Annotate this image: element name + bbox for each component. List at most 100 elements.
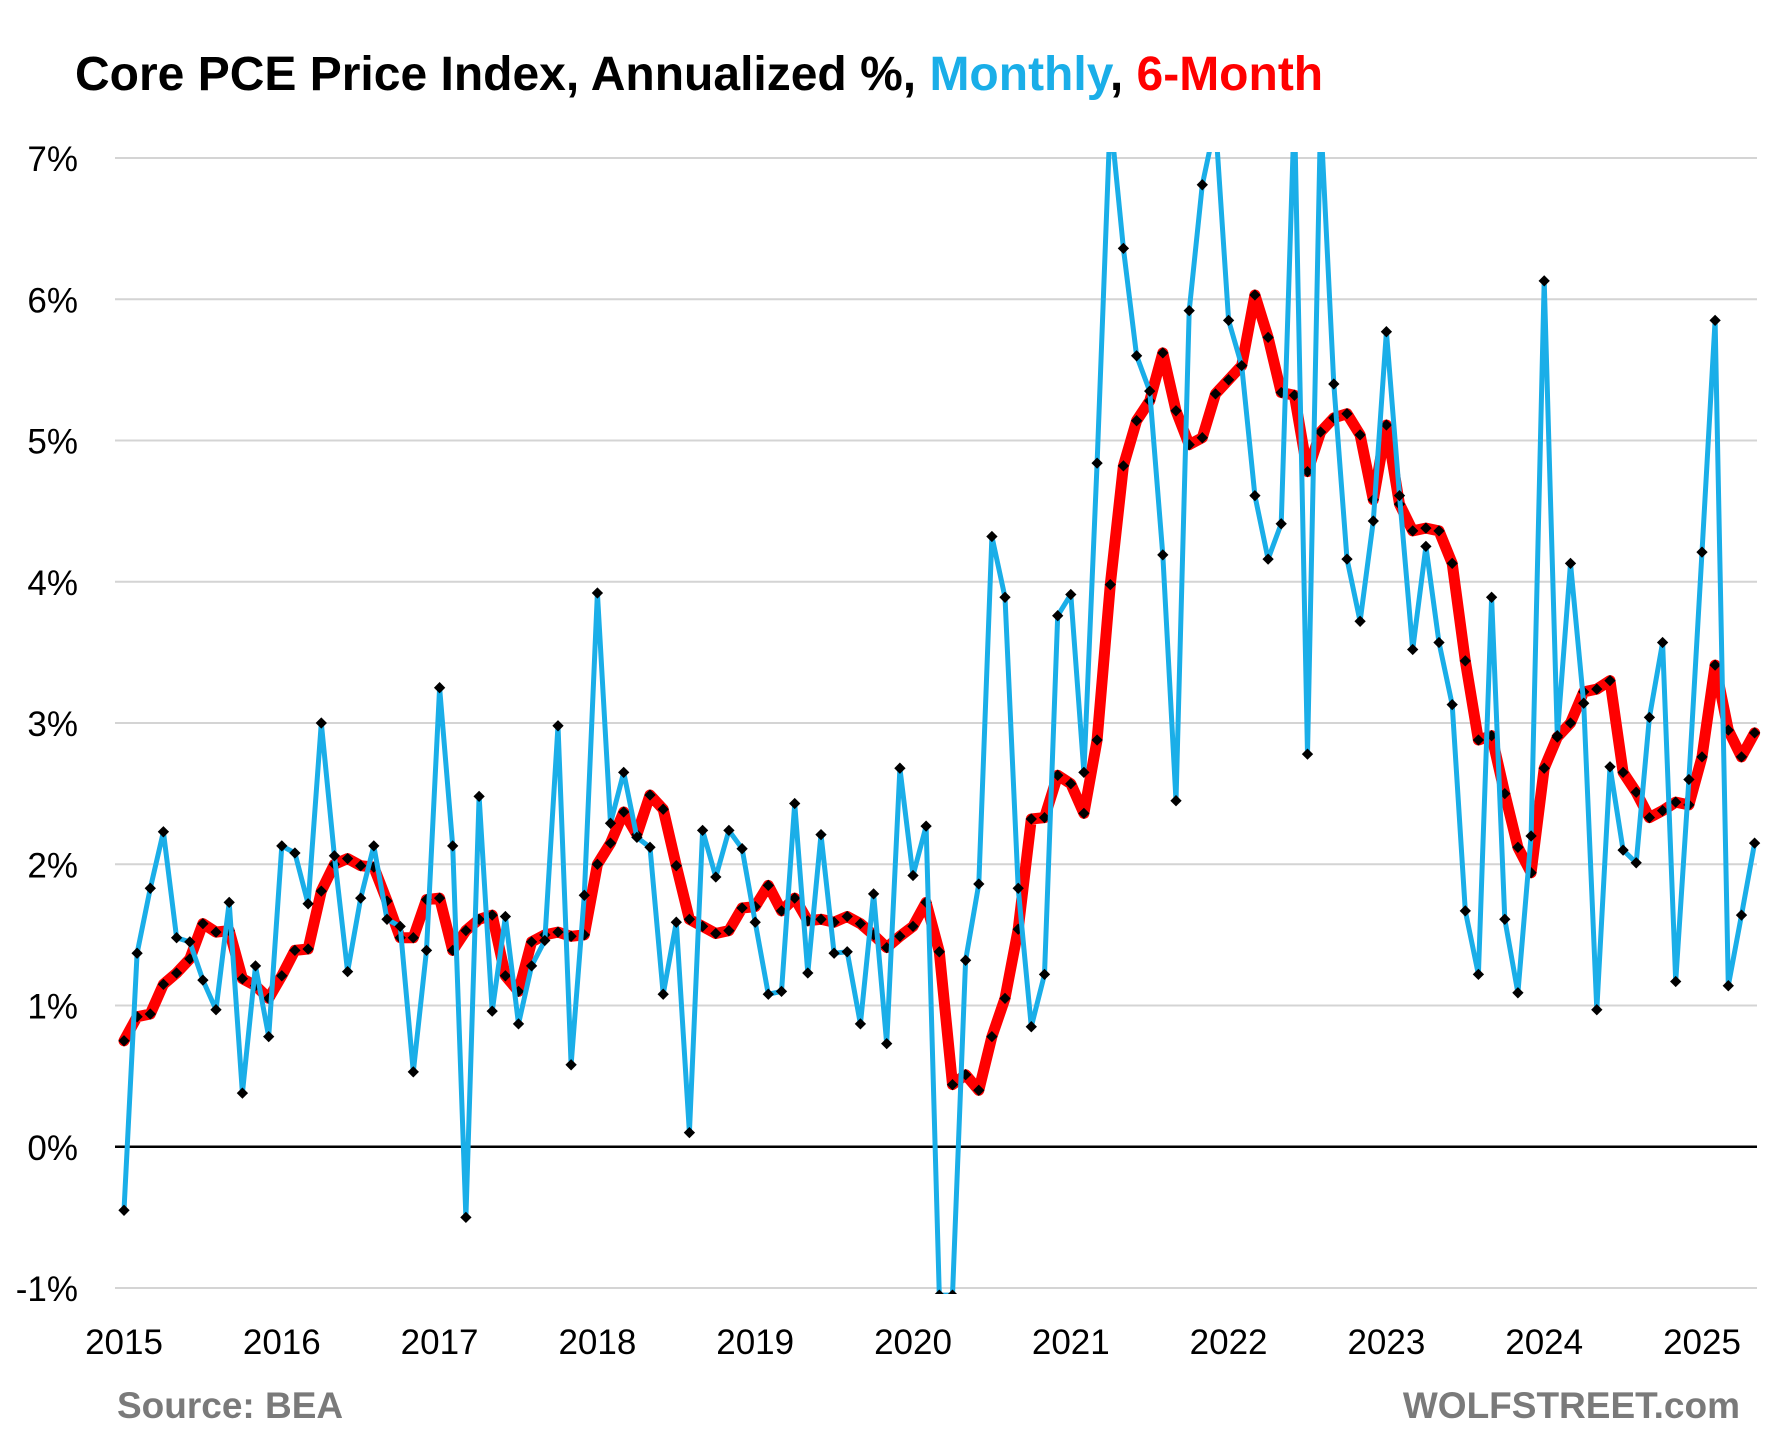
monthly-point (789, 797, 801, 810)
monthly-point (355, 892, 367, 904)
monthly-point (986, 530, 998, 543)
monthly-point (854, 1018, 867, 1030)
x-tick-label: 2016 (243, 1323, 321, 1362)
y-tick-label: 6% (27, 281, 78, 320)
monthly-point (657, 988, 669, 1000)
monthly-point (1433, 636, 1445, 649)
monthly-point (881, 1037, 893, 1050)
monthly-point (907, 869, 919, 882)
monthly-point (1407, 643, 1419, 656)
monthly-point (236, 1087, 249, 1099)
title-segment-3: 6-Month (1137, 48, 1324, 101)
monthly-point (867, 888, 880, 900)
monthly-point (802, 967, 814, 979)
six-month-point (973, 1084, 985, 1096)
monthly-point (749, 916, 761, 928)
monthly-point (670, 916, 682, 928)
monthly-point (1315, 110, 1326, 121)
monthly-point (315, 717, 327, 729)
monthly-point (1038, 968, 1051, 981)
monthly-point (1025, 1021, 1037, 1033)
monthly-point (407, 1066, 419, 1078)
monthly-point (696, 824, 709, 837)
monthly-point (1538, 275, 1550, 287)
six-month-point (1459, 655, 1471, 667)
y-axis: -1% 0% 1% 2% 3% 4% 5% 6% 7% (16, 140, 78, 1309)
six-month-point (1407, 525, 1419, 537)
monthly-point (1341, 553, 1353, 565)
monthly-point (1551, 730, 1563, 742)
monthly-point (762, 988, 774, 1000)
six-month-point (1222, 374, 1235, 386)
monthly-point (959, 954, 972, 966)
six-month-point (1078, 807, 1090, 820)
monthly-point (1630, 857, 1642, 869)
monthly-point (683, 1126, 696, 1139)
monthly-point (1301, 748, 1314, 760)
monthly-point (1683, 773, 1695, 786)
monthly-point (144, 882, 156, 894)
series-group (118, 103, 1761, 1294)
monthly-point (1065, 588, 1077, 601)
monthly-point (1525, 830, 1537, 842)
monthly-point (1236, 359, 1248, 372)
six-month-point (1117, 460, 1130, 472)
x-tick-label: 2023 (1347, 1323, 1425, 1362)
source-label: Source: BEA (117, 1385, 343, 1426)
six-month-point (946, 1078, 959, 1091)
six-month-point (1670, 796, 1682, 808)
monthly-point (1289, 103, 1300, 114)
monthly-point (420, 944, 433, 957)
monthly-point (460, 1211, 472, 1224)
x-tick-label: 2024 (1505, 1323, 1583, 1362)
monthly-point (1512, 987, 1524, 999)
monthly-point (512, 1018, 525, 1030)
six-month-point (1301, 465, 1314, 478)
monthly-point (775, 985, 788, 998)
six-month-point (1354, 429, 1366, 441)
six-month-point (1512, 841, 1524, 853)
monthly-point (1735, 909, 1748, 921)
six-month-point (1656, 804, 1669, 817)
monthly-point (1748, 837, 1761, 849)
six-month-point (1249, 289, 1261, 301)
y-tick-label: -1% (16, 1270, 78, 1309)
monthly-point (1130, 350, 1143, 362)
monthly-point (1499, 913, 1511, 925)
monthly-line (121, 152, 1758, 1294)
x-tick-label: 2017 (401, 1323, 479, 1362)
six-month-point (1446, 557, 1458, 570)
monthly-point (1328, 378, 1340, 390)
six-month-point (1380, 419, 1393, 431)
monthly-point (1643, 711, 1656, 724)
six-month-point (1538, 762, 1550, 774)
monthly-point (565, 1059, 577, 1071)
monthly-point (486, 1005, 498, 1017)
y-tick-label: 7% (27, 140, 78, 179)
six-month-line (118, 289, 1761, 1096)
six-month-point (1696, 751, 1708, 763)
six-month-point (1157, 347, 1169, 359)
monthly-point (447, 840, 459, 852)
monthly-point (1052, 610, 1064, 622)
y-tick-label: 0% (27, 1129, 78, 1168)
gridlines (115, 157, 1757, 1289)
monthly-point (828, 947, 840, 959)
y-tick-label: 1% (27, 988, 78, 1027)
six-month-point (1472, 734, 1485, 746)
monthly-point (1485, 591, 1498, 603)
monthly-series (118, 103, 1761, 1294)
six-month-point (1433, 525, 1445, 537)
monthly-point (1262, 553, 1274, 565)
six-month-point (1052, 769, 1064, 781)
monthly-point (157, 826, 170, 838)
monthly-point (1170, 795, 1182, 807)
six-month-point (1617, 766, 1629, 779)
monthly-point (1091, 457, 1103, 469)
monthly-point (1078, 766, 1090, 779)
x-tick-label: 2022 (1190, 1323, 1268, 1362)
monthly-point (1354, 615, 1366, 627)
x-tick-label: 2019 (716, 1323, 794, 1362)
monthly-point (1393, 489, 1406, 502)
